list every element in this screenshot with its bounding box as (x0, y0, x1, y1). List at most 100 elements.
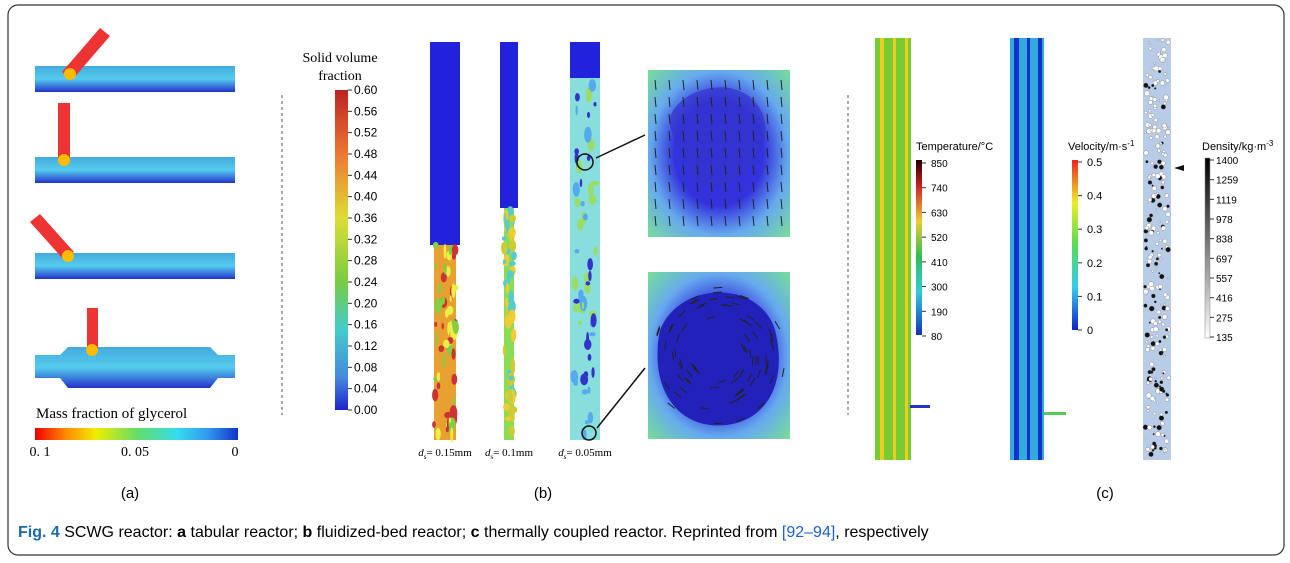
particle (1162, 150, 1166, 153)
particle (1157, 202, 1163, 208)
particle (1158, 303, 1161, 307)
particle (1157, 99, 1160, 102)
vector (678, 361, 683, 371)
particle (1157, 148, 1161, 153)
particle (1158, 272, 1161, 275)
particle (1159, 164, 1164, 170)
vector (656, 326, 660, 335)
vector (736, 393, 745, 400)
vector (736, 389, 744, 396)
particle (1159, 238, 1162, 242)
particle (1154, 376, 1157, 379)
particle (1158, 69, 1162, 73)
vector (749, 377, 756, 386)
colorbar-title: Density/kg·m-3 (1202, 139, 1274, 153)
particle (1148, 100, 1153, 105)
vector (654, 181, 657, 193)
texture (574, 249, 580, 254)
panel-label: (b) (534, 485, 552, 502)
vector (689, 299, 698, 305)
particle (1155, 208, 1158, 211)
particle (1147, 86, 1151, 90)
particle (1158, 315, 1162, 320)
texture (588, 79, 597, 92)
particle (1155, 173, 1161, 179)
particle (1144, 436, 1148, 439)
particle (1161, 247, 1163, 250)
vector (728, 399, 738, 404)
particle (1146, 344, 1151, 348)
texture (448, 244, 453, 256)
particle (1153, 62, 1156, 65)
tick-label: 520 (931, 233, 948, 244)
value: = 0.1mm (493, 447, 533, 459)
symbol: d (418, 447, 424, 459)
texture (573, 305, 578, 311)
texture (593, 102, 597, 107)
particle (1164, 410, 1168, 414)
caption: Fig. 4 SCWG reactor: a tabular reactor; … (18, 524, 929, 541)
vector (780, 164, 783, 176)
texture (579, 178, 583, 188)
panel-a: Mass fraction of glycerol 0. 1 0. 05 0 (a) (30, 28, 239, 502)
texture (587, 258, 594, 271)
vector (752, 79, 755, 91)
particle (1166, 204, 1170, 208)
colorbar-title: Mass fraction of glycerol (36, 406, 187, 422)
vector (739, 317, 748, 324)
particle (1147, 254, 1153, 260)
vector (663, 382, 670, 390)
particle (1147, 180, 1153, 185)
particle (1164, 193, 1169, 198)
vector (766, 147, 769, 159)
vector (696, 113, 699, 125)
particle (1163, 450, 1166, 453)
vector (780, 198, 783, 210)
texture (582, 213, 588, 221)
vector (724, 164, 727, 176)
texture (509, 239, 517, 252)
particle (1148, 230, 1154, 236)
tick-label: 850 (931, 159, 948, 170)
texture (443, 263, 447, 275)
vector (710, 164, 713, 176)
vector (674, 391, 682, 399)
tick-label: 0.60 (354, 83, 378, 97)
tick-label: 0.1 (1087, 291, 1102, 303)
particle (1160, 38, 1165, 42)
vector (692, 364, 699, 372)
texture (451, 244, 459, 256)
texture (432, 388, 439, 402)
column-top (500, 42, 518, 208)
highlight (581, 425, 597, 441)
vector (685, 369, 693, 377)
particle (1153, 382, 1159, 388)
vector (724, 113, 727, 125)
particle (1150, 370, 1154, 374)
particle (1146, 217, 1152, 223)
vector (668, 147, 671, 159)
vector (669, 323, 675, 332)
particle (1158, 415, 1165, 421)
texture (436, 382, 441, 390)
subscript: s (490, 453, 493, 461)
texture (507, 270, 515, 279)
vector (696, 79, 699, 91)
particle (1150, 335, 1154, 339)
particle (1145, 160, 1149, 164)
particle (1158, 220, 1161, 223)
texture (509, 214, 516, 223)
vector (690, 295, 700, 301)
texture (436, 371, 441, 382)
vector (752, 113, 755, 125)
texture (586, 331, 590, 347)
tick-label: 740 (931, 184, 948, 195)
particle (1149, 136, 1153, 140)
particle (1160, 376, 1164, 380)
texture (501, 236, 507, 241)
particle (1154, 379, 1157, 383)
texture (588, 270, 592, 282)
particle (1153, 300, 1157, 304)
tick-label: 0.24 (354, 275, 378, 289)
particle (1156, 38, 1159, 42)
